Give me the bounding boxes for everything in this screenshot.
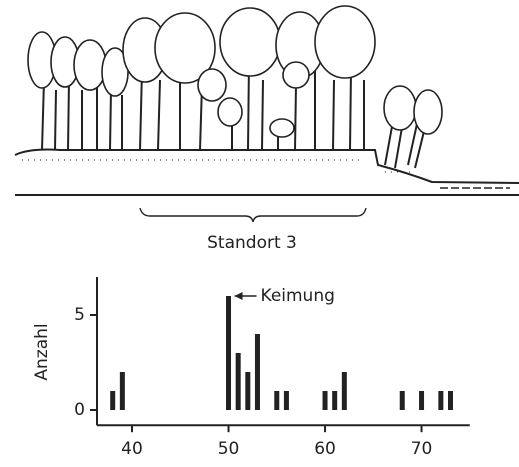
y-tick-label: 0 [74,400,85,420]
bar [341,372,347,410]
bar [119,372,125,410]
y-tick-label: 5 [74,305,85,325]
bar [438,391,444,410]
x-tick-label: 40 [121,439,143,459]
bar [110,391,116,410]
bar [254,334,260,410]
y-axis-label: Anzahl [32,323,52,380]
bar [226,296,232,410]
annotation: Keimung [261,286,335,306]
bar [235,353,241,410]
x-tick-label: 50 [218,439,240,459]
bar [447,391,453,410]
site-label: Standort 3 [207,233,297,253]
bar [274,391,280,410]
bar [322,391,328,410]
bar [283,391,289,410]
bar [332,391,338,410]
bar [245,372,251,410]
x-tick-label: 60 [314,439,336,459]
forest-illustration: Standort 3 [14,5,519,253]
bar [419,391,425,410]
bar [399,391,405,410]
annotation-arrowhead [234,292,243,300]
x-tick-label: 70 [411,439,433,459]
